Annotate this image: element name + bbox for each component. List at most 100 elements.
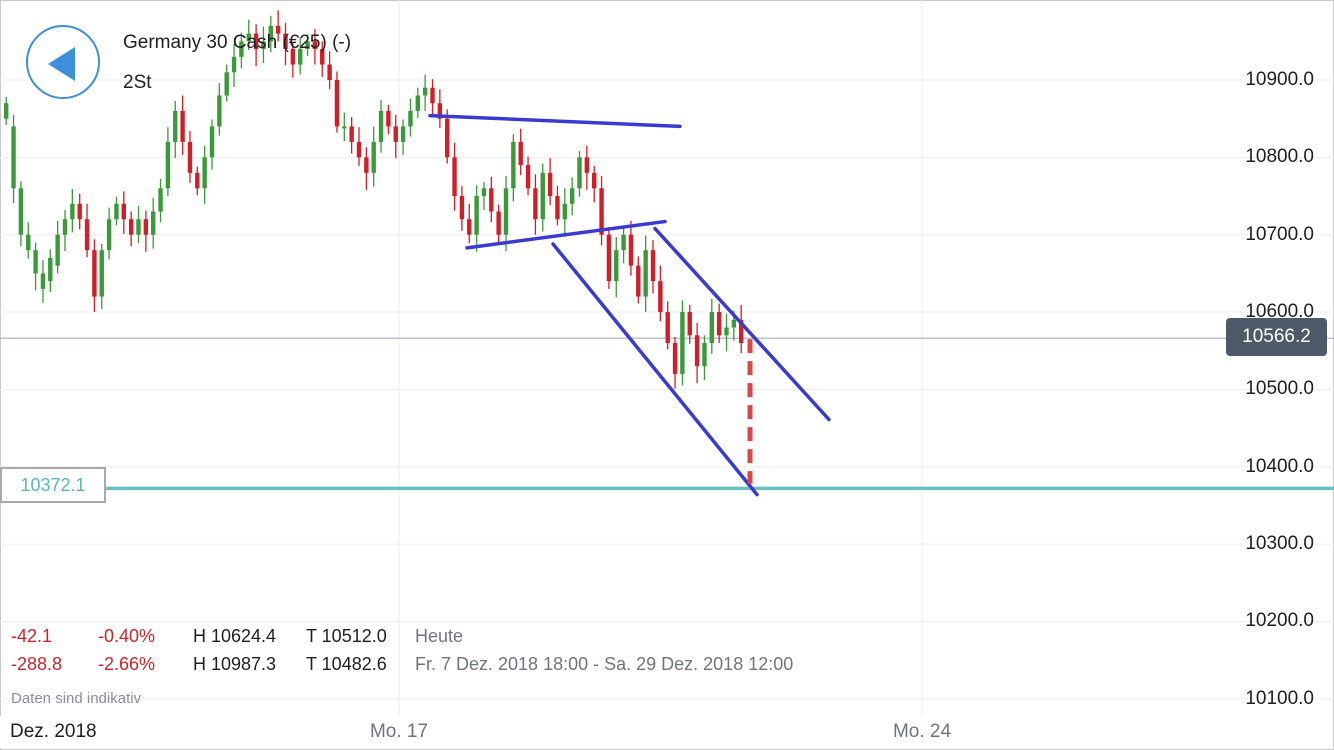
candle-body [496, 211, 501, 235]
back-arrow-icon [48, 47, 75, 81]
candle-body [290, 49, 296, 65]
candle-body [474, 196, 479, 235]
candle-body [99, 250, 104, 297]
candle-body [400, 126, 406, 142]
month-label: Dez. 2018 [0, 716, 123, 748]
price-axis-label: 10200.0 [1245, 610, 1314, 632]
candle-body [437, 103, 443, 119]
candle-body [408, 110, 413, 127]
back-button[interactable] [26, 25, 100, 99]
candle-body [143, 219, 149, 235]
candle-body [217, 95, 222, 127]
candle-body [48, 257, 53, 282]
price-axis-label: 10600.0 [1245, 301, 1314, 323]
candle-body [680, 312, 685, 374]
range-period: Fr. 7 Dez. 2018 18:00 - Sa. 29 Dez. 2018… [415, 654, 794, 674]
candle-body [26, 234, 31, 251]
candle-body [621, 234, 626, 251]
candle-body [334, 80, 340, 127]
candle-body [84, 219, 90, 251]
candle-body [650, 250, 656, 282]
candle-body [489, 188, 494, 212]
price-axis-label: 10800.0 [1245, 146, 1314, 168]
candle-body [136, 219, 141, 235]
candle-body [305, 41, 310, 50]
candle-body [709, 312, 714, 343]
candle-body [658, 281, 663, 313]
candles [4, 10, 744, 389]
range-change: -288.8 [11, 654, 63, 674]
candle-body [342, 126, 347, 129]
candle-body [55, 234, 60, 266]
candle-body [62, 219, 68, 235]
candle-body [584, 157, 590, 173]
candle-body [547, 172, 553, 197]
candle-body [195, 172, 200, 189]
candle-body [40, 273, 46, 289]
candle-body [128, 219, 134, 235]
candle-body [4, 103, 9, 119]
candle-body [114, 203, 119, 220]
level-line-label[interactable]: 10372.1 [0, 467, 106, 503]
today-change: -42.1 [11, 626, 53, 646]
candle-body [533, 188, 538, 220]
candle-body [187, 141, 193, 173]
candle-body [606, 234, 612, 282]
time-tick-mo-17: Mo. 17 [369, 721, 429, 742]
candle-body [525, 165, 531, 189]
candle-body [209, 126, 215, 158]
candle-body [364, 157, 369, 173]
price-axis-label: 10700.0 [1245, 223, 1314, 245]
candle-body [422, 87, 428, 96]
candle-body [158, 188, 163, 212]
candle-body [239, 41, 244, 57]
today-period: Heute [415, 626, 464, 646]
candle-body [253, 33, 259, 50]
range-low: T 10482.6 [306, 654, 387, 674]
candle-body [628, 234, 634, 266]
candle-body [70, 203, 75, 220]
candle-body [165, 141, 171, 189]
price-axis-label: 10500.0 [1245, 378, 1314, 400]
candle-body [224, 72, 229, 96]
candle-body [503, 188, 509, 235]
candle-body [173, 110, 178, 142]
candle-body [312, 41, 318, 50]
candle-body [386, 110, 391, 127]
timeframe-label[interactable]: 2St [123, 72, 152, 93]
candle-body [702, 342, 707, 367]
price-axis-label: 10300.0 [1245, 533, 1314, 555]
candle-body [378, 110, 384, 142]
range-high: H 10987.3 [193, 654, 277, 674]
candle-body [92, 250, 97, 297]
candle-body [121, 203, 126, 220]
candle-body [33, 250, 38, 274]
candle-body [106, 219, 112, 251]
candle-body [716, 312, 722, 336]
candle-body [18, 188, 24, 235]
candle-body [261, 41, 266, 50]
candle-body [320, 49, 325, 65]
candle-body [643, 250, 648, 297]
range-percent: -2.66% [98, 654, 156, 674]
grid [0, 0, 1334, 716]
candle-body [511, 141, 516, 189]
candle-body [445, 118, 450, 158]
candle-body [562, 203, 567, 220]
candle-body [665, 312, 670, 343]
candle-body [356, 141, 362, 158]
candle-body [415, 95, 420, 111]
candle-body [636, 265, 641, 297]
candle-body [151, 211, 156, 235]
price-axis-label: 10900.0 [1245, 69, 1314, 90]
price-axis-label: 10100.0 [1245, 687, 1314, 709]
candle-body [77, 203, 82, 220]
candle-body [11, 126, 16, 189]
candle-body [672, 342, 678, 374]
price-axis-label: 10400.0 [1245, 455, 1314, 477]
candle-body [452, 157, 457, 197]
candle-body [275, 25, 281, 34]
trendline-upper [428, 113, 682, 129]
candle-body [393, 126, 398, 142]
